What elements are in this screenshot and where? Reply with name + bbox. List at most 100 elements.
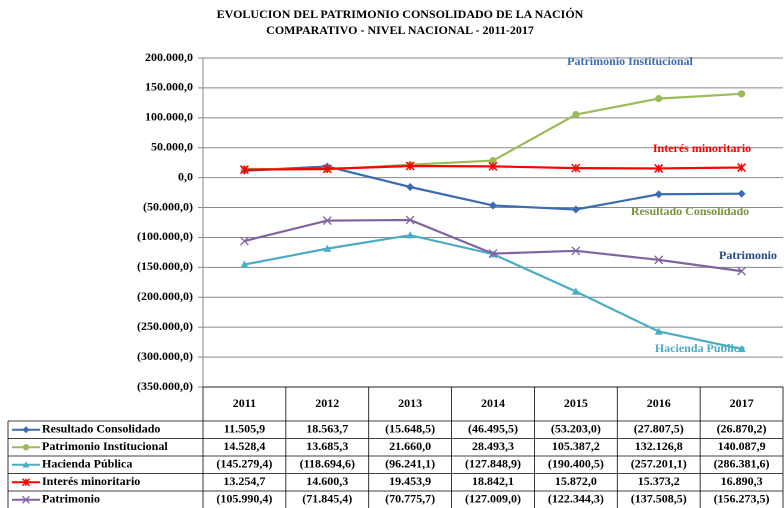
table-value: 21.660,0 — [389, 439, 431, 453]
table-value: (137.508,5) — [631, 492, 687, 506]
table-value: (70.775,7) — [385, 492, 435, 506]
marker — [22, 495, 30, 504]
chart-title: EVOLUCION DEL PATRIMONIO CONSOLIDADO DE … — [217, 7, 584, 21]
y-tick-label: 100.000,0 — [145, 110, 193, 124]
marker — [489, 156, 497, 165]
table-value: 14.600,3 — [306, 474, 348, 488]
table-value: (145.279,4) — [216, 457, 272, 471]
table-value: (122.344,3) — [548, 492, 604, 506]
y-tick-label: 50.000,0 — [151, 139, 193, 153]
table-value: 19.453,9 — [389, 474, 431, 488]
marker — [737, 189, 746, 198]
table-value: 16.890,3 — [721, 474, 763, 488]
marker — [488, 249, 498, 259]
marker — [488, 161, 498, 171]
table-value: (156.273,5) — [714, 492, 770, 506]
marker — [21, 478, 31, 487]
marker — [737, 163, 747, 173]
marker — [405, 161, 415, 171]
x-tick-label: 2011 — [233, 396, 256, 410]
marker — [322, 216, 332, 226]
chart-subtitle: COMPARATIVO - NIVEL NACIONAL - 2011-2017 — [266, 23, 534, 37]
marker — [655, 95, 663, 103]
marker — [239, 165, 249, 175]
marker — [654, 255, 664, 265]
table-value: (71.845,4) — [302, 492, 352, 506]
table-value: (190.400,5) — [548, 457, 604, 471]
legend-label: Hacienda Pública — [42, 457, 132, 471]
marker — [571, 246, 581, 256]
annotation: Hacienda Pública — [655, 341, 745, 355]
table-value: 13.685,3 — [306, 439, 348, 453]
series-line — [244, 218, 742, 273]
legend-label: Resultado Consolidado — [42, 422, 160, 436]
table-value: (105.990,4) — [216, 492, 272, 506]
marker — [489, 201, 497, 210]
x-tick-label: 2012 — [315, 396, 339, 410]
y-tick-label: (150.000,0) — [137, 259, 193, 273]
table-value: 28.493,3 — [472, 439, 514, 453]
table-value: (257.201,1) — [631, 457, 687, 471]
marker — [654, 190, 663, 199]
marker — [571, 163, 581, 173]
x-tick-label: 2017 — [730, 396, 754, 410]
marker — [239, 236, 249, 246]
y-tick-label: (350.000,0) — [137, 379, 193, 393]
y-tick-label: (300.000,0) — [137, 349, 193, 363]
table-value: 18.842,1 — [472, 474, 514, 488]
table-value: (46.495,5) — [468, 422, 518, 436]
legend-label: Interés minoritario — [42, 474, 140, 488]
marker — [406, 231, 415, 239]
marker — [240, 260, 249, 268]
table-value: (118.694,6) — [300, 457, 355, 471]
marker — [572, 110, 580, 119]
table-value: (96.241,1) — [385, 457, 435, 471]
marker — [737, 266, 747, 276]
table-value: (27.807,5) — [634, 422, 684, 436]
marker — [22, 426, 30, 434]
marker — [737, 90, 746, 98]
table-value: (127.848,9) — [465, 457, 521, 471]
legend-label: Patrimonio Institucional — [42, 439, 168, 453]
table-value: (15.648,5) — [385, 422, 435, 436]
marker — [322, 164, 332, 174]
table-value: 140.087,9 — [718, 439, 766, 453]
marker — [22, 444, 30, 451]
x-tick-label: 2013 — [398, 396, 422, 410]
annotation: Interés minoritario — [653, 141, 751, 155]
table-value: 11.505,9 — [224, 422, 265, 436]
annotation: Patrimonio — [719, 248, 777, 262]
marker — [406, 182, 415, 191]
marker — [323, 244, 332, 252]
y-tick-label: 0,0 — [178, 169, 193, 183]
table-value: (26.870,2) — [717, 422, 767, 436]
y-tick-label: 200.000,0 — [145, 50, 193, 64]
table-value: 14.528,4 — [223, 439, 265, 453]
y-tick-label: (100.000,0) — [137, 229, 193, 243]
y-tick-label: 150.000,0 — [145, 80, 193, 94]
marker — [737, 344, 746, 353]
x-tick-label: 2016 — [647, 396, 671, 410]
table-value: 105.387,2 — [552, 439, 600, 453]
x-tick-label: 2015 — [564, 396, 588, 410]
table-value: (127.009,0) — [465, 492, 521, 506]
y-tick-label: (250.000,0) — [137, 319, 193, 333]
table-value: 13.254,7 — [223, 474, 265, 488]
marker — [571, 205, 580, 214]
y-tick-label: (50.000,0) — [143, 199, 193, 213]
marker — [405, 215, 415, 225]
table-value: 132.126,8 — [635, 439, 683, 453]
annotation: Resultado Consolidado — [631, 204, 749, 218]
y-tick-label: (200.000,0) — [137, 289, 193, 303]
x-tick-label: 2014 — [481, 396, 505, 410]
marker — [571, 287, 580, 295]
table-value: 15.373,2 — [638, 474, 680, 488]
table-value: 18.563,7 — [306, 422, 348, 436]
marker — [22, 461, 30, 468]
table-value: 15.872,0 — [555, 474, 597, 488]
marker — [654, 163, 664, 173]
table-value: (286.381,6) — [714, 457, 770, 471]
marker — [654, 327, 663, 335]
table-value: (53.203,0) — [551, 422, 601, 436]
